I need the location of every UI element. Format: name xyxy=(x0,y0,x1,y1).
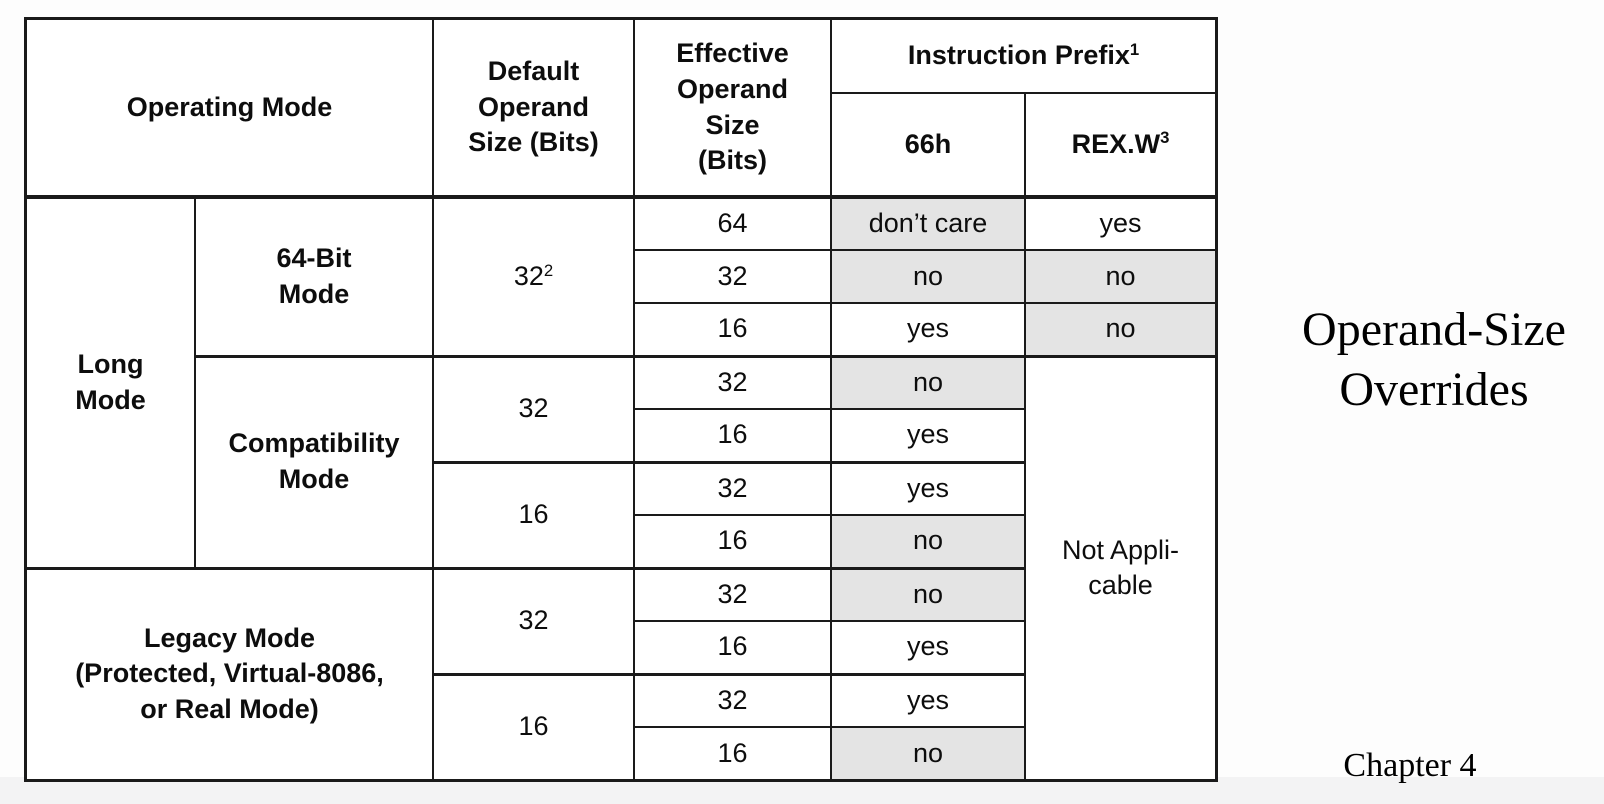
cell-effective-size: 16 xyxy=(633,726,833,781)
cell-66h: don’t care xyxy=(830,195,1027,251)
cell-compatibility-mode: Compatibility Mode xyxy=(193,354,435,569)
side-title: Operand-Size Overrides xyxy=(1258,300,1604,420)
footnote-superscript-3: 3 xyxy=(1160,128,1170,148)
cell-66h: no xyxy=(830,726,1027,781)
cell-66h: yes xyxy=(830,620,1027,675)
cell-effective-size: 16 xyxy=(633,408,833,463)
cell-effective-size: 32 xyxy=(633,672,833,728)
cell-66h: no xyxy=(830,566,1027,622)
cell-66h: yes xyxy=(830,408,1027,463)
table-row: 16 no xyxy=(26,726,1216,781)
cell-effective-size: 64 xyxy=(633,195,833,251)
header-default-operand-size: Default Operand Size (Bits) xyxy=(432,18,636,198)
cell-rex-w-not-applicable: Not Appli- cable xyxy=(1024,354,1218,781)
table-row: Legacy Mode (Protected, Virtual-8086, or… xyxy=(24,566,1216,781)
table-row: 16 32 yes xyxy=(26,672,1216,781)
table-row: 16 32 yes xyxy=(26,460,1216,569)
header-row-1: Operating Mode Default Operand Size (Bit… xyxy=(24,18,1218,198)
header-row-2: 66h REX.W3 xyxy=(26,92,1218,198)
cell-66h: no xyxy=(830,249,1027,304)
cell-default-size-legacy-32: 32 xyxy=(432,566,636,675)
table-row: Long Mode 64-Bit Mode 322 64 don’t care … xyxy=(25,195,1218,569)
header-rex-w-text: REX.W xyxy=(1071,128,1161,159)
cell-66h: no xyxy=(830,514,1027,569)
cell-effective-size: 16 xyxy=(633,620,833,675)
cell-66h: no xyxy=(830,354,1027,410)
cell-effective-size: 32 xyxy=(633,566,833,622)
cell-effective-size: 16 xyxy=(633,514,833,569)
cell-effective-size: 32 xyxy=(633,249,833,304)
cell-effective-size: 16 xyxy=(633,302,833,357)
footnote-superscript-1: 1 xyxy=(1129,39,1140,59)
header-effective-operand-size: Effective Operand Size (Bits) xyxy=(633,18,833,198)
side-title-line1: Operand-Size xyxy=(1302,303,1566,356)
header-66h: 66h xyxy=(830,92,1027,198)
bottom-strip xyxy=(0,777,1604,804)
table-row: 16 no xyxy=(26,514,1216,569)
table-row: 16 yes no xyxy=(26,302,1218,357)
table-row: 16 yes xyxy=(26,408,1216,463)
cell-64bit-mode: 64-Bit Mode xyxy=(193,195,435,357)
cell-effective-size: 32 xyxy=(633,354,833,410)
table-row: 16 yes xyxy=(26,620,1216,675)
footnote-superscript-2: 2 xyxy=(543,260,554,280)
cell-default-size-legacy-16: 16 xyxy=(432,672,636,781)
cell-rex-w: no xyxy=(1024,302,1218,357)
cell-66h: yes xyxy=(830,672,1027,728)
cell-long-mode: Long Mode xyxy=(25,195,196,569)
side-title-line2: Overrides xyxy=(1339,363,1529,416)
cell-default-size-compat-32: 32 xyxy=(432,354,636,463)
header-instruction-prefix-text: Instruction Prefix xyxy=(907,40,1130,71)
cell-66h: yes xyxy=(830,460,1027,516)
table-row: 32 no no xyxy=(26,249,1218,304)
cell-rex-w: no xyxy=(1024,249,1218,304)
operand-size-overrides-table: Operating Mode Default Operand Size (Bit… xyxy=(23,17,1219,782)
table-row: Compatibility Mode 32 32 no Not Appli- c… xyxy=(26,354,1218,781)
cell-default-size-compat-16: 16 xyxy=(432,460,636,569)
chapter-label: Chapter 4 xyxy=(1343,747,1477,784)
cell-effective-size: 32 xyxy=(633,460,833,516)
cell-rex-w: yes xyxy=(1024,195,1218,251)
default-size-value: 32 xyxy=(513,260,544,291)
cell-legacy-mode: Legacy Mode (Protected, Virtual-8086, or… xyxy=(24,566,435,781)
header-operating-mode: Operating Mode xyxy=(24,18,435,198)
header-rex-w: REX.W3 xyxy=(1024,92,1218,198)
header-instruction-prefix: Instruction Prefix1 xyxy=(830,18,1218,94)
cell-default-size-64bit: 322 xyxy=(432,195,636,357)
cell-66h: yes xyxy=(830,302,1027,357)
